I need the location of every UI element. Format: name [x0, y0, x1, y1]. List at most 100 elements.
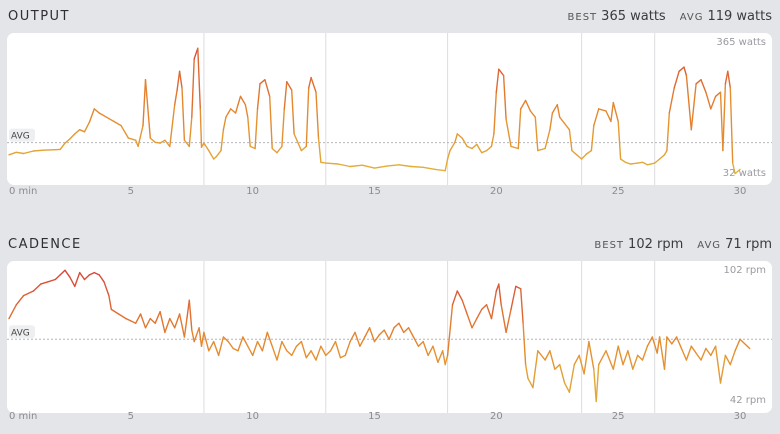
- output-line-segment: [398, 164, 412, 168]
- output-line-segment: [310, 76, 317, 93]
- cadence-line-segment: [663, 336, 668, 370]
- cadence-line-segment: [191, 329, 195, 343]
- cadence-x-tick-label: 10: [246, 411, 259, 422]
- cadence-line-segment: [110, 308, 120, 315]
- output-line-segment: [471, 143, 478, 150]
- cadence-max-label: 102 rpm: [724, 265, 766, 276]
- output-line-segment: [722, 83, 727, 152]
- cadence-line-segment: [498, 283, 502, 306]
- output-line-segment: [710, 95, 717, 110]
- cadence-line-segment: [617, 345, 624, 366]
- output-line-segment: [498, 68, 505, 77]
- cadence-line-segment: [276, 340, 283, 361]
- cadence-line-segment: [537, 350, 546, 361]
- output-line-segment: [69, 133, 76, 140]
- output-line-segment: [188, 116, 193, 148]
- output-line-segment: [237, 95, 242, 106]
- cadence-line-segment: [98, 274, 105, 283]
- cadence-line-segment: [193, 327, 200, 343]
- cadence-line-segment: [40, 281, 49, 285]
- output-line-segment: [293, 133, 303, 152]
- cadence-line-segment: [520, 288, 524, 324]
- cadence-line-segment: [159, 311, 166, 334]
- output-line-segment: [658, 154, 666, 160]
- output-min-label: 32 watts: [723, 168, 766, 179]
- output-line-segment: [485, 145, 493, 152]
- cadence-line-segment: [680, 347, 688, 361]
- cadence-line-segment: [266, 331, 273, 347]
- cadence-line-segment: [422, 340, 429, 357]
- cadence-line-segment: [291, 345, 298, 357]
- cadence-line-segment: [695, 352, 702, 361]
- cadence-line-segment: [559, 363, 566, 384]
- cadence-best-label: BEST: [594, 240, 625, 251]
- cadence-line-segment: [393, 322, 400, 329]
- cadence-line-segment: [595, 363, 600, 403]
- output-line-segment: [227, 108, 232, 114]
- cadence-line-segment: [719, 354, 727, 384]
- output-line-segment: [222, 116, 227, 131]
- output-line-segment: [700, 79, 707, 93]
- output-line-segment: [520, 99, 527, 110]
- output-x-tick-label: 20: [490, 186, 503, 197]
- cadence-line-segment: [378, 329, 385, 336]
- output-line-segment: [159, 139, 166, 144]
- output-line-segment: [476, 143, 483, 154]
- cadence-line-segment: [69, 276, 76, 288]
- output-line-segment: [144, 79, 152, 139]
- cadence-line-segment: [451, 290, 458, 306]
- cadence-line-segment: [310, 350, 317, 361]
- output-line-segment: [490, 133, 495, 148]
- output-line-segment: [729, 87, 734, 164]
- cadence-line-segment: [637, 354, 644, 361]
- output-line-segment: [178, 70, 183, 89]
- cadence-line-segment: [108, 294, 113, 311]
- cadence-avg-label: AVG: [697, 240, 722, 251]
- output-line-segment: [481, 149, 488, 154]
- cadence-line-segment: [666, 336, 673, 345]
- output-line-segment: [568, 128, 573, 152]
- output-line-segment: [629, 162, 639, 165]
- cadence-line-segment: [217, 336, 225, 357]
- cadence-line-segment: [690, 345, 697, 354]
- cadence-line-segment: [329, 340, 337, 352]
- output-x-tick-label: 25: [612, 186, 625, 197]
- cadence-line-segment: [705, 347, 712, 357]
- output-line-segment: [308, 76, 312, 89]
- cadence-line-segment: [510, 285, 517, 311]
- output-line-segment: [320, 161, 327, 164]
- output-line-segment: [714, 91, 722, 98]
- cadence-line-segment: [117, 313, 127, 320]
- output-line-segment: [559, 116, 566, 125]
- cadence-line-segment: [388, 327, 395, 341]
- output-line-segment: [229, 108, 237, 114]
- cadence-line-segment: [729, 350, 736, 366]
- output-line-segment: [551, 103, 558, 114]
- cadence-line-segment: [444, 354, 449, 366]
- cadence-line-segment: [442, 350, 446, 366]
- output-x-tick-label: 5: [128, 186, 134, 197]
- cadence-line-segment: [334, 340, 342, 359]
- output-line-segment: [461, 137, 468, 148]
- cadence-line-segment: [563, 382, 571, 393]
- cadence-line-segment: [588, 340, 595, 370]
- output-line-segment: [598, 108, 607, 112]
- cadence-line-segment: [368, 327, 376, 343]
- output-line-segment: [495, 68, 500, 93]
- output-line-segment: [283, 81, 288, 110]
- cadence-avg-tag-bg: [9, 325, 35, 339]
- output-line-segment: [197, 47, 202, 110]
- cadence-line-segment: [169, 317, 176, 329]
- cadence-line-segment: [32, 283, 42, 292]
- cadence-line-segment: [573, 354, 580, 366]
- output-line-segment: [276, 145, 283, 154]
- cadence-line-segment: [485, 304, 493, 320]
- output-line-segment: [590, 124, 595, 152]
- cadence-line-segment: [339, 354, 346, 359]
- output-x-tick-label: 15: [368, 186, 381, 197]
- cadence-line-segment: [417, 340, 424, 347]
- cadence-line-segment: [373, 333, 381, 343]
- cadence-line-segment: [203, 331, 210, 352]
- output-line-segment: [654, 158, 661, 164]
- output-line-segment: [247, 116, 251, 148]
